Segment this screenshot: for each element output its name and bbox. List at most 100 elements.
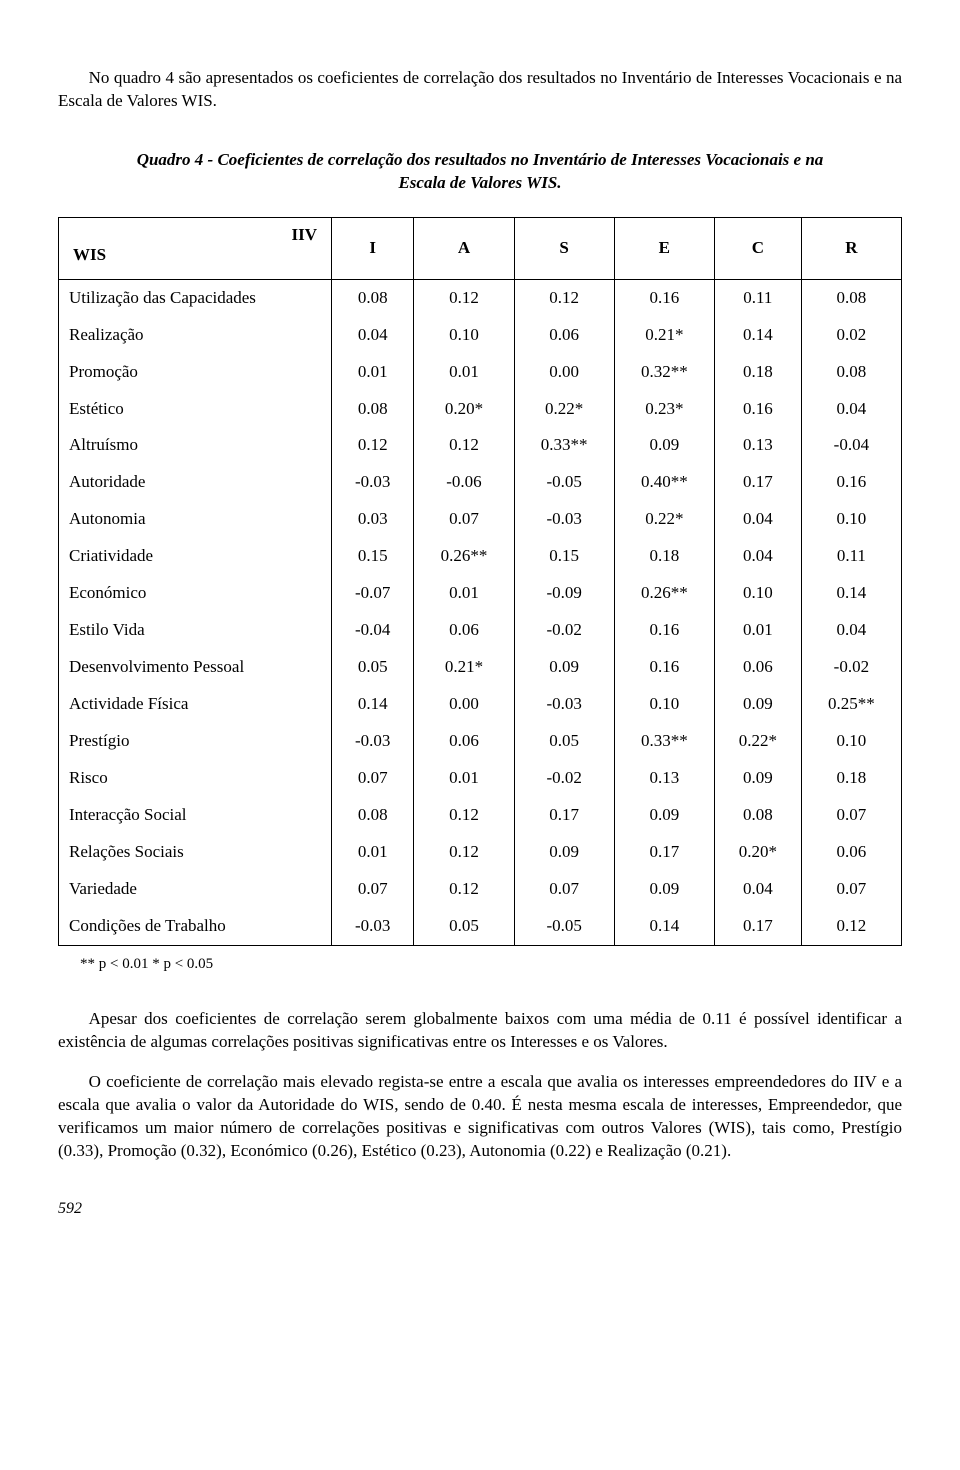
cell-value: 0.08 [332,279,414,316]
cell-value: 0.04 [714,501,801,538]
header-wis-label: WIS [73,244,106,267]
table-col-header: S [514,217,614,279]
cell-value: 0.26** [614,575,714,612]
cell-value: -0.03 [514,501,614,538]
cell-value: 0.10 [414,317,514,354]
cell-value: 0.06 [514,317,614,354]
table-row: Autoridade-0.03-0.06-0.050.40**0.170.16 [59,464,902,501]
cell-value: -0.02 [514,760,614,797]
body-paragraph-1: Apesar dos coeficientes de correlação se… [58,1008,902,1054]
row-label: Realização [59,317,332,354]
cell-value: 0.01 [714,612,801,649]
row-label: Estilo Vida [59,612,332,649]
cell-value: 0.33** [614,723,714,760]
cell-value: -0.03 [332,464,414,501]
cell-value: 0.12 [414,871,514,908]
row-label: Altruísmo [59,427,332,464]
cell-value: 0.09 [714,760,801,797]
cell-value: 0.07 [801,797,901,834]
cell-value: -0.03 [514,686,614,723]
table-header-wis-iiv: IIV WIS [59,217,332,279]
cell-value: -0.06 [414,464,514,501]
table-row: Condições de Trabalho-0.030.05-0.050.140… [59,908,902,945]
cell-value: 0.20* [714,834,801,871]
cell-value: 0.06 [414,723,514,760]
cell-value: 0.07 [514,871,614,908]
table-header-row: IIV WIS I A S E C R [59,217,902,279]
cell-value: 0.09 [514,649,614,686]
cell-value: 0.22* [714,723,801,760]
table-col-header: R [801,217,901,279]
table-row: Desenvolvimento Pessoal0.050.21*0.090.16… [59,649,902,686]
cell-value: 0.14 [332,686,414,723]
body-paragraph-2: O coeficiente de correlação mais elevado… [58,1071,902,1163]
table-row: Estético0.080.20*0.22*0.23*0.160.04 [59,391,902,428]
table-row: Promoção0.010.010.000.32**0.180.08 [59,354,902,391]
cell-value: 0.07 [801,871,901,908]
cell-value: 0.12 [414,797,514,834]
cell-value: -0.07 [332,575,414,612]
cell-value: 0.12 [332,427,414,464]
cell-value: 0.13 [714,427,801,464]
table-row: Relações Sociais0.010.120.090.170.20*0.0… [59,834,902,871]
cell-value: -0.09 [514,575,614,612]
cell-value: -0.05 [514,464,614,501]
table-row: Criatividade0.150.26**0.150.180.040.11 [59,538,902,575]
table-body: Utilização das Capacidades0.080.120.120.… [59,279,902,945]
row-label: Interacção Social [59,797,332,834]
cell-value: 0.14 [801,575,901,612]
cell-value: 0.01 [332,354,414,391]
cell-value: 0.10 [801,723,901,760]
table-row: Risco0.070.01-0.020.130.090.18 [59,760,902,797]
table-row: Autonomia0.030.07-0.030.22*0.040.10 [59,501,902,538]
cell-value: -0.03 [332,723,414,760]
cell-value: 0.02 [801,317,901,354]
table-col-header: C [714,217,801,279]
cell-value: 0.16 [801,464,901,501]
row-label: Estético [59,391,332,428]
cell-value: 0.08 [714,797,801,834]
cell-value: 0.32** [614,354,714,391]
cell-value: 0.01 [414,575,514,612]
cell-value: 0.17 [514,797,614,834]
cell-value: 0.33** [514,427,614,464]
cell-value: 0.22* [514,391,614,428]
table-title: Quadro 4 - Coeficientes de correlação do… [120,149,840,195]
correlation-table: IIV WIS I A S E C R Utilização das Capac… [58,217,902,946]
page-number: 592 [58,1198,902,1220]
cell-value: 0.03 [332,501,414,538]
cell-value: 0.21* [414,649,514,686]
cell-value: 0.25** [801,686,901,723]
table-row: Actividade Física0.140.00-0.030.100.090.… [59,686,902,723]
cell-value: 0.40** [614,464,714,501]
cell-value: 0.04 [801,391,901,428]
row-label: Relações Sociais [59,834,332,871]
cell-value: 0.11 [801,538,901,575]
row-label: Condições de Trabalho [59,908,332,945]
cell-value: 0.12 [801,908,901,945]
cell-value: 0.07 [414,501,514,538]
row-label: Económico [59,575,332,612]
cell-value: 0.08 [332,797,414,834]
cell-value: 0.07 [332,871,414,908]
row-label: Autonomia [59,501,332,538]
cell-value: 0.16 [614,279,714,316]
cell-value: 0.01 [332,834,414,871]
cell-value: 0.05 [414,908,514,945]
cell-value: 0.17 [614,834,714,871]
cell-value: 0.04 [332,317,414,354]
cell-value: 0.16 [614,612,714,649]
cell-value: 0.01 [414,760,514,797]
cell-value: 0.18 [801,760,901,797]
cell-value: 0.06 [801,834,901,871]
cell-value: 0.05 [514,723,614,760]
cell-value: 0.01 [414,354,514,391]
cell-value: 0.15 [332,538,414,575]
cell-value: 0.23* [614,391,714,428]
cell-value: 0.17 [714,908,801,945]
row-label: Autoridade [59,464,332,501]
cell-value: 0.09 [614,871,714,908]
row-label: Criatividade [59,538,332,575]
header-iiv-label: IIV [291,224,317,247]
cell-value: 0.13 [614,760,714,797]
